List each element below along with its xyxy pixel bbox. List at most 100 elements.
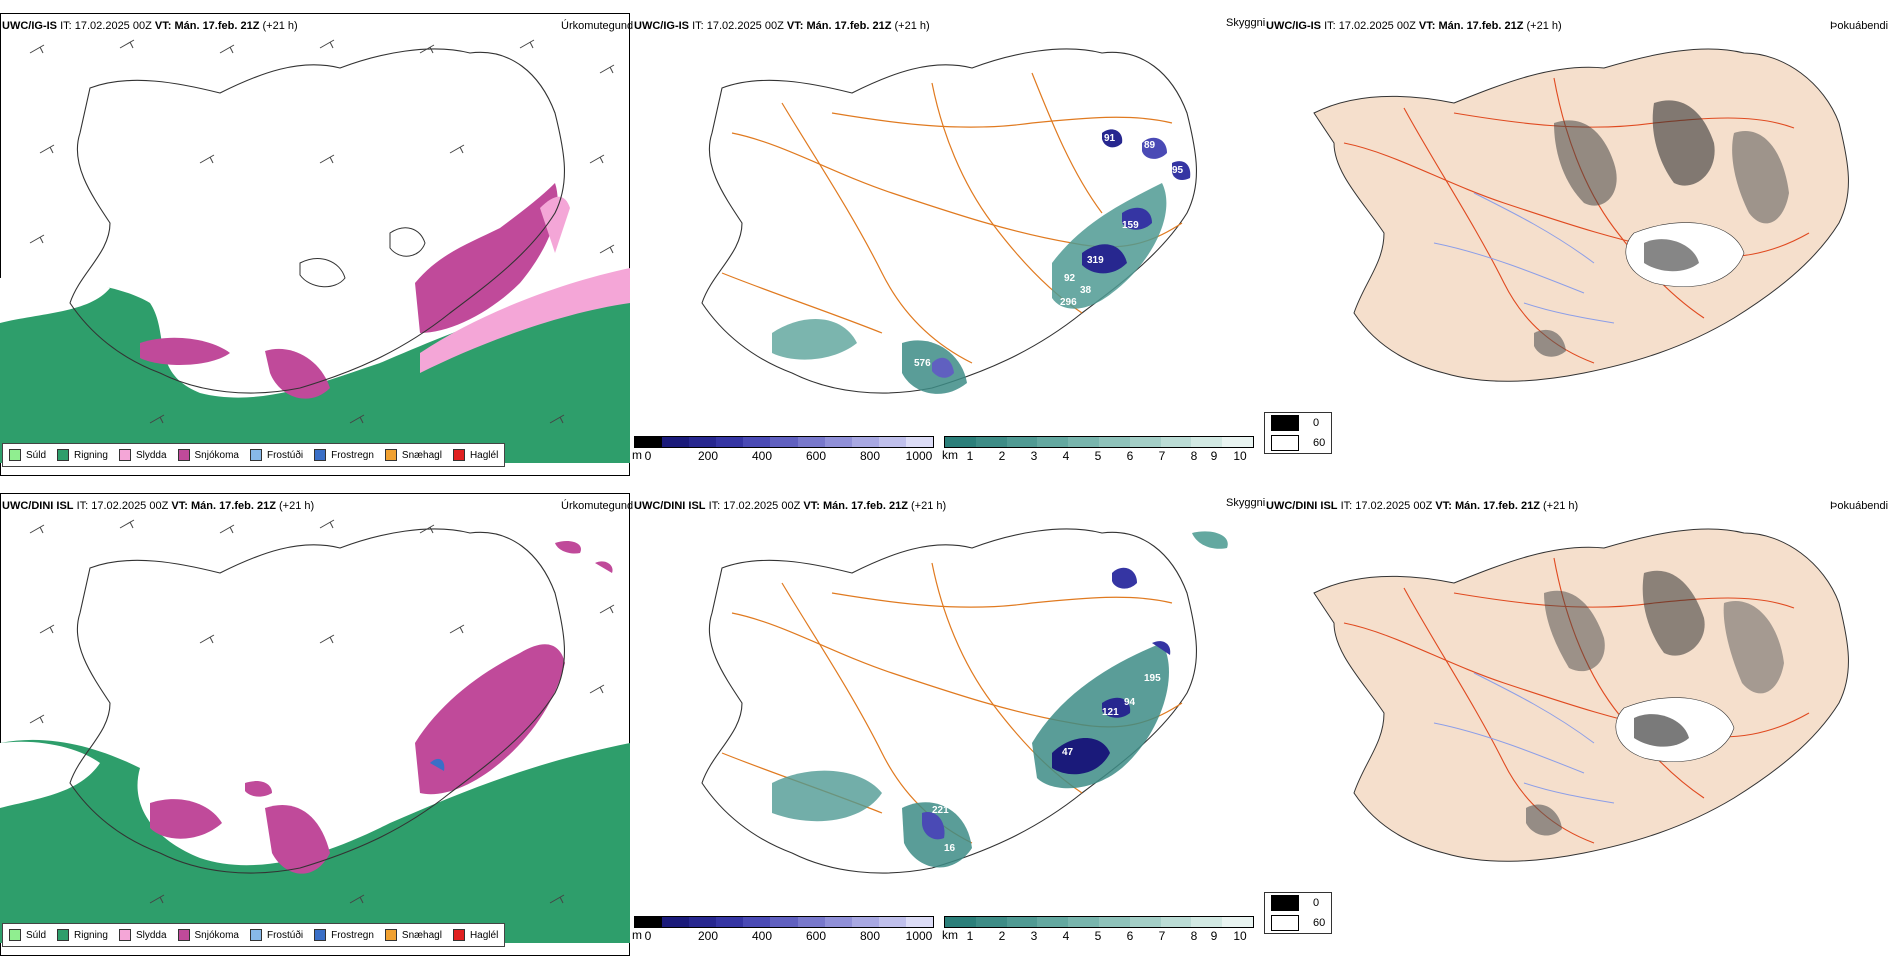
legend-swatch: [118, 449, 131, 461]
legend-swatch: [177, 449, 190, 461]
vt-value: Mán. 17.feb. 21Z: [822, 500, 908, 512]
fog-map: [1313, 48, 1849, 382]
model-name: UWC/IG-IS: [634, 20, 689, 32]
visibility-panel-bottom: UWC/DINI ISL IT: 17.02.2025 00Z VT: Mán.…: [632, 493, 1265, 956]
legend-item-5: Frostregn: [314, 449, 374, 461]
vis-value: 92: [1064, 273, 1076, 284]
panel-header: UWC/DINI ISL IT: 17.02.2025 00Z VT: Mán.…: [1266, 500, 1578, 512]
legend-label: Súld: [26, 449, 47, 461]
visibility-m-colorbar: m 0 200 400 600 800 1000: [632, 436, 934, 463]
legend-label: Slydda: [135, 449, 167, 461]
tick-label: 800: [859, 449, 881, 463]
legend-swatch: [314, 449, 327, 461]
tick-label: 5: [1094, 929, 1102, 943]
panel-header: UWC/IG-IS IT: 17.02.2025 00Z VT: Mán. 17…: [2, 20, 298, 32]
it-label: IT:: [1340, 500, 1353, 512]
legend-label: Frostregn: [331, 929, 374, 941]
map-frame: [0, 13, 630, 476]
vt-label: VT:: [154, 20, 172, 32]
panel-header: UWC/DINI ISL IT: 17.02.2025 00Z VT: Mán.…: [2, 500, 314, 512]
legend-item-0: Súld: [9, 929, 46, 941]
tick-label: 1: [966, 449, 974, 463]
legend-label: Rigning: [74, 449, 108, 461]
fog-legend-label: 0: [1313, 417, 1320, 429]
visibility-km-colorbar: km 1 2 3 4 5 6 7 8 9 10: [942, 916, 1254, 943]
unit-label: km: [942, 448, 958, 462]
precip-map: [0, 519, 630, 943]
fog-legend-item: 0: [1265, 413, 1331, 433]
it-value: 17.02.2025 00Z: [1355, 500, 1433, 512]
fog-legend: 0 60: [1264, 412, 1333, 454]
fog-map: [1313, 528, 1849, 862]
colorbar-m: [634, 436, 934, 448]
model-name: UWC/DINI ISL: [1266, 500, 1338, 512]
legend-label: Súld: [26, 929, 47, 941]
panel-header: UWC/IG-IS IT: 17.02.2025 00Z VT: Mán. 17…: [1266, 20, 1562, 32]
tick-label: 3: [1030, 929, 1038, 943]
legend-item-7: Haglél: [452, 449, 498, 461]
precip-type-panel-top: UWC/IG-IS IT: 17.02.2025 00Z VT: Mán. 17…: [0, 13, 633, 476]
colorbar-ticks: 1 2 3 4 5 6 7 8 9 10: [944, 449, 1254, 463]
unit-label: km: [942, 928, 958, 942]
it-label: IT:: [692, 20, 704, 32]
legend-swatch: [249, 929, 262, 941]
tick-label: 8: [1190, 449, 1198, 463]
legend-swatch: [9, 929, 21, 941]
vis-value: 15: [1037, 195, 1049, 206]
fog-legend-label: 60: [1313, 917, 1326, 929]
tick-label: 200: [697, 449, 719, 463]
legend-label: Slydda: [135, 929, 167, 941]
visibility-km-colorbar: km 1 2 3 4 5 6 7 8 9 10: [942, 436, 1254, 463]
legend-item-0: Súld: [9, 449, 46, 461]
vt-value: Mán. 17.feb. 21Z: [174, 20, 260, 32]
legend-label: Snæhagl: [401, 449, 442, 461]
lead-time: (+21 h): [1526, 20, 1562, 32]
vis-value: 16: [944, 843, 956, 854]
fog-legend-item: 0: [1265, 893, 1331, 913]
vis-value: 221: [932, 805, 949, 816]
it-label: IT:: [60, 20, 72, 32]
legend-item-4: Frostúði: [249, 449, 303, 461]
model-name: UWC/DINI ISL: [2, 500, 74, 512]
fog-swatch: [1271, 895, 1299, 911]
visibility-map: 576 91 89 15 95 159 319 92 38 296: [701, 48, 1198, 394]
legend-label: Frostúði: [266, 929, 304, 941]
legend-item-7: Haglél: [452, 929, 499, 941]
it-value: 17.02.2025 00Z: [91, 500, 169, 512]
tick-label: 400: [751, 449, 773, 463]
legend-item-5: Frostregn: [314, 929, 374, 941]
vis-value: 121: [1102, 707, 1119, 718]
visibility-panel-top: UWC/IG-IS IT: 17.02.2025 00Z VT: Mán. 17…: [632, 13, 1266, 476]
vis-value: 38: [1080, 285, 1092, 296]
fog-swatch: [1271, 915, 1299, 931]
vis-value: 195: [1144, 673, 1161, 684]
vt-label: VT:: [1435, 500, 1452, 512]
panel-type-label: Skyggni: [1226, 17, 1266, 29]
it-value: 17.02.2025 00Z: [723, 500, 801, 512]
legend-item-6: Snæhagl: [384, 449, 442, 461]
tick-label: 400: [751, 929, 773, 943]
legend-item-3: Snjókoma: [177, 449, 239, 461]
legend-label: Rigning: [74, 929, 108, 941]
tick-label: 6: [1126, 929, 1134, 943]
unit-label: m: [632, 448, 642, 462]
legend-label: Snæhagl: [401, 929, 442, 941]
tick-label: 600: [805, 449, 827, 463]
legend-label: Snjókoma: [194, 929, 239, 941]
visibility-map: 60 47 121 94 195 16 221: [701, 528, 1228, 874]
tick-label: 3: [1030, 449, 1038, 463]
tick-label: 7: [1158, 929, 1166, 943]
colorbar-ticks: 0 200 400 600 800 1000: [634, 449, 934, 463]
fog-legend-item: 60: [1265, 433, 1331, 453]
legend-swatch: [249, 449, 262, 461]
vis-value: 60: [1050, 663, 1062, 674]
panel-type-label: Úrkomutegund: [561, 500, 634, 512]
vt-value: Mán. 17.feb. 21Z: [1438, 20, 1524, 32]
visibility-m-colorbar: m 0 200 400 600 800 1000: [632, 916, 934, 943]
legend-label: Haglél: [469, 929, 499, 941]
vis-value: 95: [1172, 165, 1184, 176]
it-value: 17.02.2025 00Z: [1338, 20, 1416, 32]
legend-label: Snjókoma: [194, 449, 239, 461]
lead-time: (+21 h): [279, 500, 315, 512]
vt-label: VT:: [803, 500, 820, 512]
